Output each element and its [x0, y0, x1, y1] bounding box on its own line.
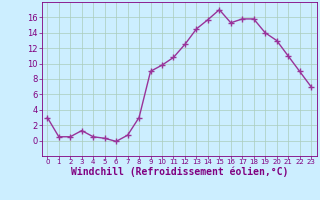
X-axis label: Windchill (Refroidissement éolien,°C): Windchill (Refroidissement éolien,°C) — [70, 166, 288, 177]
